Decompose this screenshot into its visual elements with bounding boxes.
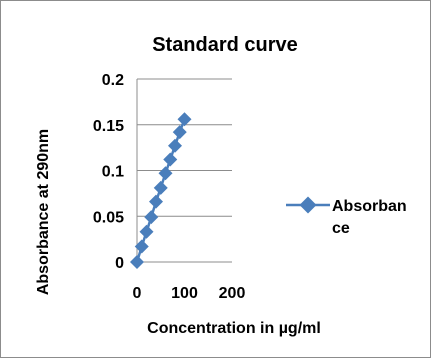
y-axis-label: Absorbance at 290nm [35,129,52,295]
y-tick-label: 0 [115,255,124,272]
data-point [163,152,178,167]
x-tick-label: 200 [219,285,246,302]
data-point [168,138,182,153]
legend: Absorban ce [286,196,407,237]
legend-label-line-1: Absorban [332,198,407,215]
x-tick-label: 0 [133,285,142,302]
y-tick-label: 0.2 [102,72,124,89]
legend-label-line-2: ce [332,220,350,237]
data-point [158,166,173,181]
data-point [139,224,154,239]
x-tick-labels: 0 100 200 [133,285,246,302]
data-point [130,255,144,269]
data-point [149,194,163,209]
y-tick-labels: 0 0.05 0.1 0.15 0.2 [93,72,124,272]
y-tick-label: 0.1 [102,164,124,181]
y-gridlines [137,78,232,217]
data-point [134,239,149,254]
x-tick-label: 100 [171,285,198,302]
y-tick-label: 0.15 [93,118,124,135]
axes [136,79,232,263]
legend-marker [299,196,317,214]
data-point [153,180,168,195]
x-axis-label: Concentration in µg/ml [147,320,321,337]
chart-title: Standard curve [152,34,298,56]
y-tick-label: 0.05 [93,209,124,226]
data-point [172,125,187,140]
data-point [144,210,159,225]
data-point [177,112,192,127]
series-layer [130,112,192,269]
